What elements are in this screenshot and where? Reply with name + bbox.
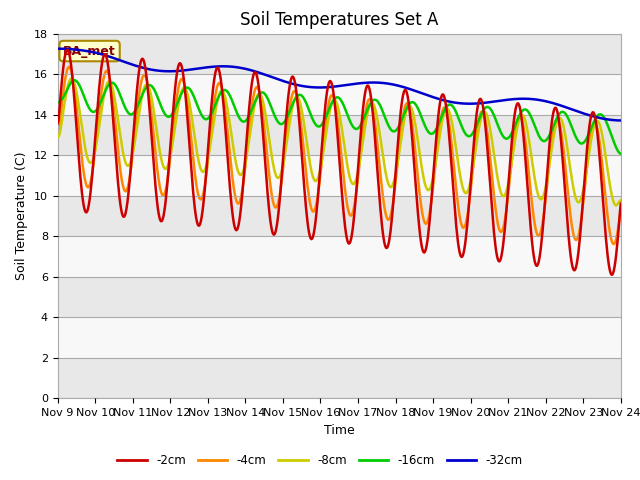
Bar xyxy=(58,34,621,74)
Bar xyxy=(58,115,621,155)
Bar xyxy=(58,277,621,317)
Bar xyxy=(58,358,621,398)
X-axis label: Time: Time xyxy=(324,424,355,437)
Y-axis label: Soil Temperature (C): Soil Temperature (C) xyxy=(15,152,28,280)
Text: BA_met: BA_met xyxy=(63,45,116,58)
Title: Soil Temperatures Set A: Soil Temperatures Set A xyxy=(240,11,438,29)
Legend: -2cm, -4cm, -8cm, -16cm, -32cm: -2cm, -4cm, -8cm, -16cm, -32cm xyxy=(113,449,527,472)
Bar xyxy=(58,196,621,236)
